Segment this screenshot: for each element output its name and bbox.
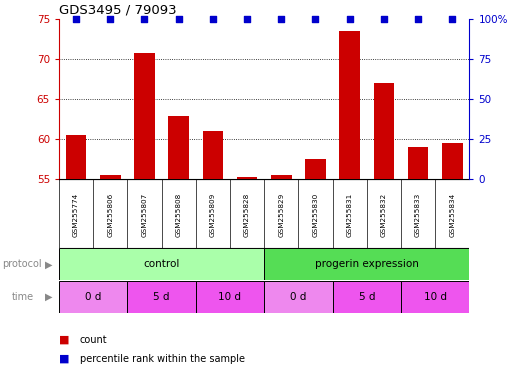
Text: percentile rank within the sample: percentile rank within the sample xyxy=(80,354,245,364)
Bar xyxy=(408,147,428,179)
Point xyxy=(311,16,320,22)
Text: protocol: protocol xyxy=(3,259,42,270)
Text: GSM255833: GSM255833 xyxy=(415,193,421,237)
Bar xyxy=(59,281,127,313)
Point xyxy=(346,16,354,22)
Bar xyxy=(168,116,189,179)
Text: control: control xyxy=(144,259,180,270)
Bar xyxy=(340,31,360,179)
Text: GSM255829: GSM255829 xyxy=(278,193,284,237)
Bar xyxy=(305,159,326,179)
Text: 10 d: 10 d xyxy=(424,292,447,302)
Text: count: count xyxy=(80,335,107,345)
Point xyxy=(277,16,285,22)
Text: GDS3495 / 79093: GDS3495 / 79093 xyxy=(59,3,176,17)
Text: ■: ■ xyxy=(59,354,69,364)
Bar xyxy=(59,248,264,280)
Text: GSM255774: GSM255774 xyxy=(73,193,79,237)
Point xyxy=(448,16,457,22)
Text: GSM255808: GSM255808 xyxy=(175,193,182,237)
Text: 0 d: 0 d xyxy=(290,292,307,302)
Text: 0 d: 0 d xyxy=(85,292,102,302)
Text: ▶: ▶ xyxy=(45,259,53,270)
Text: 10 d: 10 d xyxy=(219,292,242,302)
Point xyxy=(72,16,80,22)
Text: ▶: ▶ xyxy=(45,292,53,302)
Text: GSM255832: GSM255832 xyxy=(381,193,387,237)
Bar xyxy=(373,83,394,179)
Text: 5 d: 5 d xyxy=(153,292,170,302)
Text: GSM255806: GSM255806 xyxy=(107,193,113,237)
Bar xyxy=(264,281,332,313)
Point xyxy=(209,16,217,22)
Bar xyxy=(442,143,463,179)
Bar xyxy=(203,131,223,179)
Text: GSM255828: GSM255828 xyxy=(244,193,250,237)
Bar xyxy=(100,175,121,179)
Text: 5 d: 5 d xyxy=(359,292,375,302)
Bar xyxy=(196,281,264,313)
Text: GSM255807: GSM255807 xyxy=(142,193,148,237)
Point xyxy=(174,16,183,22)
Text: ■: ■ xyxy=(59,335,69,345)
Bar xyxy=(271,175,291,179)
Point xyxy=(380,16,388,22)
Point xyxy=(243,16,251,22)
Point xyxy=(141,16,149,22)
Point xyxy=(414,16,422,22)
Text: GSM255834: GSM255834 xyxy=(449,193,456,237)
Point xyxy=(106,16,114,22)
Text: GSM255830: GSM255830 xyxy=(312,193,319,237)
Text: GSM255831: GSM255831 xyxy=(347,193,353,237)
Text: time: time xyxy=(11,292,33,302)
Bar xyxy=(401,281,469,313)
Text: GSM255809: GSM255809 xyxy=(210,193,216,237)
Bar xyxy=(127,281,196,313)
Text: progerin expression: progerin expression xyxy=(315,259,419,270)
Bar xyxy=(134,53,155,179)
Bar xyxy=(332,281,401,313)
Bar xyxy=(237,177,258,179)
Bar xyxy=(66,135,86,179)
Bar xyxy=(264,248,469,280)
